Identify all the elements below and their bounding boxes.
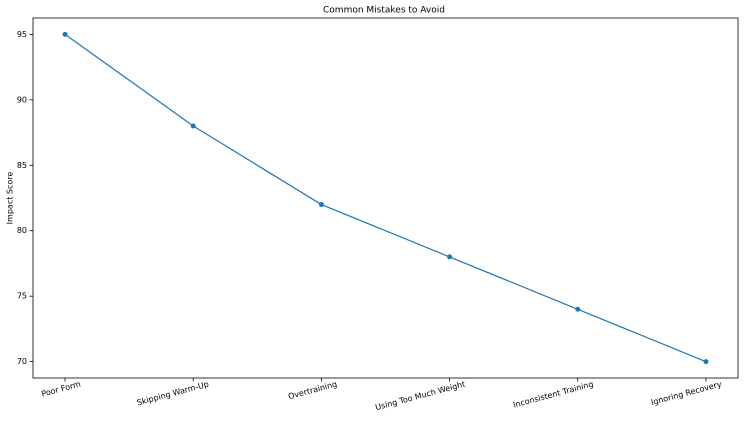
x-tick-label: Using Too Much Weight — [374, 380, 466, 413]
point — [703, 359, 709, 365]
line — [64, 33, 707, 363]
point — [575, 306, 581, 312]
point — [190, 123, 196, 129]
x-tick-label: Inconsistent Training — [512, 380, 594, 410]
x-tick-label: Poor Form — [40, 379, 81, 398]
point — [318, 202, 324, 208]
chart-title: Common Mistakes to Avoid — [323, 6, 445, 16]
y-tick-label: 80 — [17, 226, 27, 235]
plot-frame — [32, 17, 739, 379]
y-tick-label: 95 — [17, 30, 27, 39]
y-axis-label: Impact Score — [6, 172, 15, 225]
y-tick-label: 85 — [17, 161, 27, 170]
y-tick-label: 90 — [17, 95, 27, 104]
x-tick-label: Ignoring Recovery — [650, 379, 723, 407]
y-tick-label: 70 — [17, 357, 27, 366]
x-tick-label: Overtraining — [287, 380, 338, 402]
point — [447, 254, 453, 260]
y-tick-label: 75 — [17, 292, 27, 301]
x-tick-label: Skipping Warm-Up — [136, 380, 210, 408]
point — [62, 31, 68, 37]
